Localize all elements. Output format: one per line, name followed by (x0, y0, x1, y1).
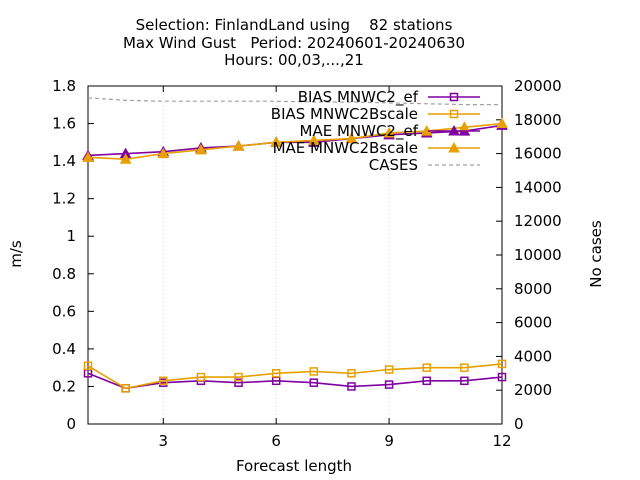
chart-title: Selection: FinlandLand using 82 stations… (123, 16, 465, 69)
x-tick-label: 6 (271, 432, 281, 450)
series-point-3 (383, 126, 395, 138)
series-point-1 (347, 369, 356, 378)
legend-marker-1 (449, 109, 459, 119)
x-tick-label: 12 (492, 432, 511, 450)
series-point-1 (121, 384, 130, 393)
series-point-3 (232, 140, 245, 151)
y2-tick-label: 4000 (514, 347, 552, 365)
series-point-0 (497, 372, 507, 382)
y2-tick-label: 6000 (514, 314, 552, 332)
x-axis-label: Forecast length (236, 457, 352, 475)
y2-tick-label: 18000 (514, 111, 562, 129)
series-point-3 (270, 136, 283, 147)
legend-label-0: BIAS MNWC2_ef (298, 88, 419, 107)
y2-tick-label: 2000 (514, 381, 552, 399)
legend-label-3: MAE MNWC2Bscale (273, 139, 418, 157)
series-point-0 (384, 380, 394, 389)
series-point-3 (82, 151, 94, 162)
series-point-1 (460, 363, 469, 372)
series-point-1 (271, 369, 281, 378)
series-point-1 (83, 361, 93, 371)
series-point-1 (234, 372, 243, 382)
series-point-0 (234, 378, 243, 387)
series-point-0 (422, 376, 431, 386)
y-tick-label: 0 (66, 415, 76, 433)
y2-tick-label: 8000 (514, 280, 552, 298)
y2-tick-label: 12000 (514, 212, 562, 230)
y2-tick-label: 20000 (514, 77, 562, 95)
series-line-1 (87, 363, 503, 390)
y-tick-label: 1.8 (52, 77, 76, 95)
legend-marker-2 (448, 124, 460, 136)
legend-label-2: MAE MNWC2_ef (300, 122, 419, 141)
y-tick-label: 1 (66, 227, 76, 245)
legend-marker-0 (449, 92, 459, 102)
title-line-2: Max Wind Gust Period: 20240601-20240630 (123, 34, 465, 52)
y-tick-label: 0.4 (52, 340, 76, 358)
series-line-0 (87, 372, 503, 390)
y2-tick-label: 0 (514, 415, 524, 433)
series-point-3 (195, 143, 207, 155)
series-point-1 (159, 376, 168, 386)
y2-tick-label: 14000 (514, 178, 562, 196)
y-tick-label: 1.2 (52, 190, 76, 208)
series-line-4 (87, 97, 502, 106)
plot-area: 3 6 9 1200.20.40.60.811.21.41.61.8020004000… (52, 77, 562, 450)
x-tick-label: 9 (384, 432, 394, 450)
series-point-3 (119, 153, 132, 164)
y2-tick-label: 16000 (514, 145, 562, 163)
series-point-0 (460, 376, 469, 386)
x-tick-label: 3 (158, 432, 168, 450)
series-point-1 (196, 372, 206, 382)
series-point-1 (309, 367, 319, 376)
series-point-1 (384, 365, 394, 374)
legend-label-1: BIAS MNWC2Bscale (271, 105, 418, 123)
series-point-0 (309, 378, 319, 387)
title-line-1: Selection: FinlandLand using 82 stations (136, 16, 453, 34)
series-point-0 (347, 382, 356, 391)
y-tick-label: 1.6 (52, 115, 76, 133)
y-tick-label: 1.4 (52, 152, 76, 170)
y2-tick-label: 10000 (514, 246, 562, 264)
plot-border (87, 85, 503, 425)
title-line-3: Hours: 00,03,...,21 (224, 51, 364, 69)
legend-label-4: CASES (369, 156, 418, 174)
y-tick-label: 0.2 (52, 377, 76, 395)
series-point-3 (496, 117, 508, 129)
series-point-1 (497, 359, 507, 369)
series-point-3 (345, 132, 358, 144)
legend-marker-3 (448, 141, 460, 153)
series-point-3 (157, 147, 170, 159)
y2-axis-label: No cases (587, 220, 605, 288)
y-tick-label: 0.8 (52, 265, 76, 283)
y-axis-label: m/s (7, 240, 25, 268)
series-line-2 (87, 124, 503, 157)
y-tick-label: 0.6 (52, 302, 76, 320)
series-point-3 (307, 134, 320, 145)
series-point-1 (422, 363, 431, 372)
